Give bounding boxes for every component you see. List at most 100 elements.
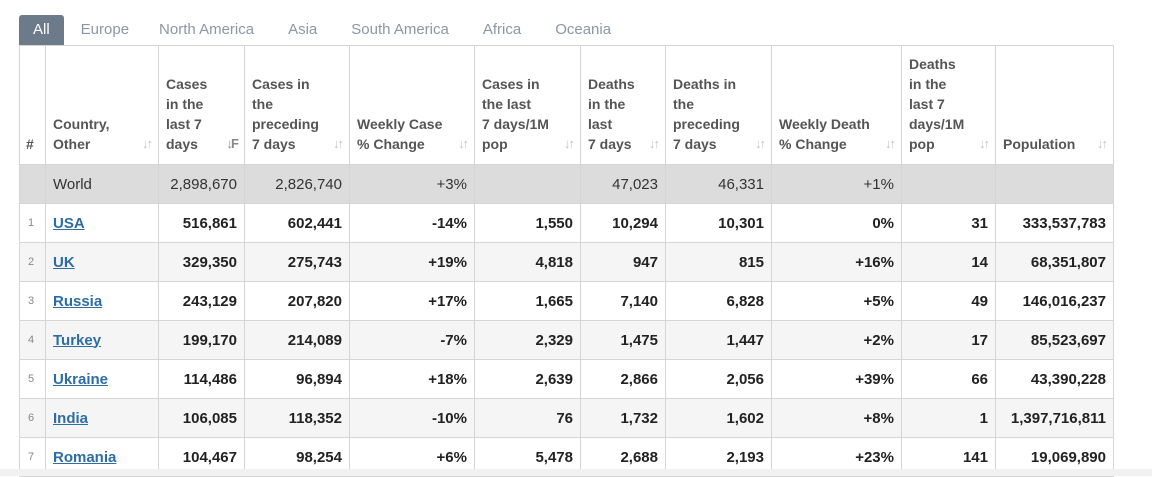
header-label: Weekly Case % Change bbox=[357, 116, 443, 152]
header-label: Cases in the last 7 days/1M pop bbox=[482, 76, 549, 152]
tab-all[interactable]: All bbox=[19, 15, 64, 45]
cell-cases-7days: 2,898,670 bbox=[158, 164, 245, 204]
cell-deaths-7days: 1,475 bbox=[580, 320, 666, 360]
header-label: Deaths in the last 7 days bbox=[588, 76, 635, 152]
header-label: # bbox=[26, 136, 34, 152]
sort-arrows-icon: ↓↑ bbox=[885, 136, 896, 151]
cell-cases-7days: 329,350 bbox=[158, 242, 245, 282]
col-header-weekly-case-change[interactable]: Weekly Case % Change ↓↑ bbox=[349, 45, 475, 165]
table-row: 3 Russia 243,129 207,820 +17% 1,665 7,14… bbox=[19, 281, 1114, 321]
header-label: Cases in the preceding 7 days bbox=[252, 76, 319, 152]
cell-deaths-preceding: 6,828 bbox=[665, 281, 772, 321]
cell-cases-preceding: 275,743 bbox=[244, 242, 350, 282]
tab-oceania[interactable]: Oceania bbox=[555, 21, 612, 38]
cell-population: 1,397,716,811 bbox=[995, 398, 1114, 438]
table-row: 5 Ukraine 114,486 96,894 +18% 2,639 2,86… bbox=[19, 359, 1114, 399]
country-link[interactable]: UK bbox=[53, 253, 75, 271]
cell-cases-7days: 199,170 bbox=[158, 320, 245, 360]
cell-deaths-per-1m: 31 bbox=[901, 203, 996, 243]
cell-country: UK bbox=[45, 242, 159, 282]
cell-weekly-death-change: +1% bbox=[771, 164, 902, 204]
cell-deaths-7days: 2,866 bbox=[580, 359, 666, 399]
cell-cases-preceding: 96,894 bbox=[244, 359, 350, 399]
sort-arrows-icon: ↓↑ bbox=[1097, 136, 1108, 151]
col-header-deaths-7days[interactable]: Deaths in the last 7 days ↓↑ bbox=[580, 45, 666, 165]
cell-weekly-death-change: +8% bbox=[771, 398, 902, 438]
cell-cases-7days: 516,861 bbox=[158, 203, 245, 243]
horizontal-scrollbar[interactable] bbox=[0, 469, 1152, 476]
cell-weekly-case-change: +18% bbox=[349, 359, 475, 399]
cell-weekly-death-change: +5% bbox=[771, 281, 902, 321]
cell-weekly-case-change: +17% bbox=[349, 281, 475, 321]
cell-cases-per-1m: 1,550 bbox=[474, 203, 581, 243]
tab-north-america[interactable]: North America bbox=[159, 21, 255, 38]
cell-deaths-per-1m: 17 bbox=[901, 320, 996, 360]
cell-rank: 6 bbox=[19, 398, 46, 438]
cell-deaths-7days: 47,023 bbox=[580, 164, 666, 204]
stats-table: # Country, Other ↓↑ Cases in the last 7 d… bbox=[19, 45, 1114, 477]
country-link[interactable]: Ukraine bbox=[53, 370, 109, 388]
cell-rank: 3 bbox=[19, 281, 46, 321]
col-header-country[interactable]: Country, Other ↓↑ bbox=[45, 45, 159, 165]
cell-population: 85,523,697 bbox=[995, 320, 1114, 360]
country-link[interactable]: India bbox=[53, 409, 89, 427]
cell-cases-per-1m: 76 bbox=[474, 398, 581, 438]
country-link[interactable]: Romania bbox=[53, 448, 117, 466]
cell-deaths-per-1m: 1 bbox=[901, 398, 996, 438]
col-header-cases-per-1m[interactable]: Cases in the last 7 days/1M pop ↓↑ bbox=[474, 45, 581, 165]
cell-cases-7days: 114,486 bbox=[158, 359, 245, 399]
cell-population bbox=[995, 164, 1114, 204]
region-tabs: All Europe North America Asia South Amer… bbox=[19, 15, 628, 45]
col-header-cases-preceding[interactable]: Cases in the preceding 7 days ↓↑ bbox=[244, 45, 350, 165]
cell-deaths-preceding: 815 bbox=[665, 242, 772, 282]
cell-weekly-death-change: +16% bbox=[771, 242, 902, 282]
cell-rank: 1 bbox=[19, 203, 46, 243]
tab-south-america[interactable]: South America bbox=[351, 21, 449, 38]
cell-cases-per-1m: 2,329 bbox=[474, 320, 581, 360]
cell-cases-per-1m: 4,818 bbox=[474, 242, 581, 282]
cell-country: USA bbox=[45, 203, 159, 243]
cell-rank: 4 bbox=[19, 320, 46, 360]
country-link[interactable]: Turkey bbox=[53, 331, 102, 349]
col-header-weekly-death-change[interactable]: Weekly Death % Change ↓↑ bbox=[771, 45, 902, 165]
col-header-deaths-per-1m[interactable]: Deaths in the last 7 days/1M pop ↓↑ bbox=[901, 45, 996, 165]
cell-cases-per-1m bbox=[474, 164, 581, 204]
cell-weekly-case-change: -10% bbox=[349, 398, 475, 438]
cell-population: 43,390,228 bbox=[995, 359, 1114, 399]
header-label: Cases in the last 7 days bbox=[166, 76, 208, 152]
tab-africa[interactable]: Africa bbox=[482, 21, 522, 38]
cell-deaths-per-1m: 49 bbox=[901, 281, 996, 321]
col-header-deaths-preceding[interactable]: Deaths in the preceding 7 days ↓↑ bbox=[665, 45, 772, 165]
tab-asia[interactable]: Asia bbox=[288, 21, 318, 38]
header-label: Weekly Death % Change bbox=[779, 116, 870, 152]
cell-cases-preceding: 118,352 bbox=[244, 398, 350, 438]
country-link[interactable]: Russia bbox=[53, 292, 103, 310]
cell-country: Russia bbox=[45, 281, 159, 321]
sort-arrows-icon: ↓↑ bbox=[979, 136, 990, 151]
sort-arrows-icon: ↓↑ bbox=[458, 136, 469, 151]
country-link[interactable]: USA bbox=[53, 214, 85, 232]
cell-population: 146,016,237 bbox=[995, 281, 1114, 321]
cell-deaths-per-1m: 14 bbox=[901, 242, 996, 282]
cell-cases-7days: 243,129 bbox=[158, 281, 245, 321]
tab-europe[interactable]: Europe bbox=[80, 21, 130, 38]
table-row: 6 India 106,085 118,352 -10% 76 1,732 1,… bbox=[19, 398, 1114, 438]
cell-weekly-case-change: -14% bbox=[349, 203, 475, 243]
cell-country: India bbox=[45, 398, 159, 438]
cell-deaths-7days: 10,294 bbox=[580, 203, 666, 243]
header-label: Country, Other bbox=[53, 116, 110, 152]
col-header-population[interactable]: Population ↓↑ bbox=[995, 45, 1114, 165]
cell-deaths-7days: 1,732 bbox=[580, 398, 666, 438]
cell-deaths-preceding: 1,602 bbox=[665, 398, 772, 438]
col-header-rank[interactable]: # bbox=[19, 45, 46, 165]
cell-deaths-7days: 947 bbox=[580, 242, 666, 282]
sort-arrows-icon: ↓↑ bbox=[649, 136, 660, 151]
col-header-cases-7days[interactable]: Cases in the last 7 days ↓F bbox=[158, 45, 245, 165]
cell-rank: 5 bbox=[19, 359, 46, 399]
cell-cases-preceding: 214,089 bbox=[244, 320, 350, 360]
cell-rank: 2 bbox=[19, 242, 46, 282]
sort-arrows-icon: ↓↑ bbox=[142, 136, 153, 151]
table-row: 2 UK 329,350 275,743 +19% 4,818 947 815 … bbox=[19, 242, 1114, 282]
cell-cases-preceding: 602,441 bbox=[244, 203, 350, 243]
cell-rank bbox=[19, 164, 46, 204]
